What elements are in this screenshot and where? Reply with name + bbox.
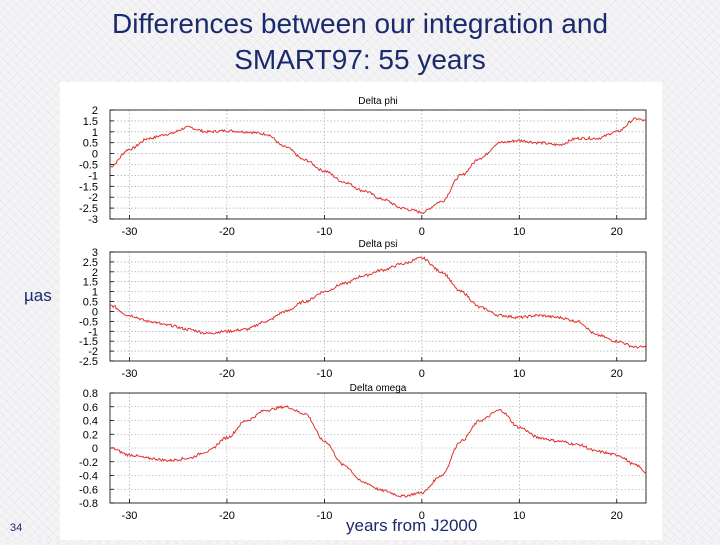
x-tick-label: 0 [419,368,425,380]
y-tick-label: -0.6 [79,484,98,496]
x-tick-label: 10 [513,510,525,522]
series-line-0 [109,404,647,498]
series-line-0 [109,117,647,215]
y-tick-label: 3 [92,247,98,259]
y-tick-label: 1 [92,127,98,139]
subplot-title: Delta psi [359,239,398,250]
plot-frame [109,251,647,362]
y-tick-label: 0.8 [83,388,98,400]
y-tick-label: -2 [88,346,98,358]
x-tick-label: -30 [122,368,138,380]
slide-title-line-2: SMART97: 55 years [234,44,486,75]
y-tick-label: 2 [92,267,98,279]
x-tick-label: 10 [513,226,525,238]
y-tick-label: -1.5 [79,336,98,348]
x-tick-label: -10 [316,510,332,522]
y-tick-label: -0.4 [79,471,98,483]
x-tick-label: 20 [611,368,623,380]
y-tick-label: 2 [92,105,98,117]
y-tick-label: -1 [88,326,98,338]
subplot-title: Delta phi [358,96,397,107]
y-tick-label: -1 [88,170,98,182]
slide-title-line-1: Differences between our integration and [111,8,609,39]
x-tick-label: 0 [419,226,425,238]
x-tick-label: 0 [419,510,425,522]
x-tick-label: 20 [611,510,623,522]
x-tick-label: -10 [316,368,332,380]
y-tick-label: 2.5 [83,257,98,269]
y-tick-label: 0 [92,149,98,161]
chart-svg: Delta phi-3-2.5-2-1.5-1-0.500.511.52-30-… [79,96,647,522]
x-axis-caption: years from J2000 [346,516,478,535]
y-tick-label: 0 [92,306,98,318]
y-tick-label: 1.5 [83,116,98,128]
y-tick-label: 0.2 [83,429,98,441]
y-tick-label: -0.2 [79,457,98,469]
y-tick-label: 0.6 [83,402,98,414]
y-tick-label: -2.5 [79,356,98,368]
subplot-0: Delta phi-3-2.5-2-1.5-1-0.500.511.52-30-… [79,96,647,238]
series-line-0 [109,256,647,349]
y-tick-label: 1.5 [83,277,98,289]
y-tick-label: -0.5 [79,316,98,328]
subplot-2: Delta omega -0.8 -0.6-0.4 -0.2 0 0.20.4 0.6 0.8… [79,383,647,522]
y-tick-label: 0 [92,443,98,455]
y-tick-label: 0.5 [83,138,98,150]
y-tick-label: -2.5 [79,203,98,215]
y-tick-label: -2 [88,192,98,204]
x-tick-label: -20 [219,226,235,238]
x-tick-label: 20 [611,226,623,238]
y-tick-label: -1.5 [79,181,98,193]
unit-label: µas [24,286,52,305]
y-tick-label: 0.5 [83,297,98,309]
page-number: 34 [10,522,23,534]
y-tick-label: 1 [92,287,98,299]
subplot-1: Delta psi-2.5-2-1.5-1-0.500.511.522.53-3… [79,239,647,380]
x-tick-label: -30 [122,510,138,522]
y-tick-label: -0.5 [79,160,98,172]
x-tick-label: -20 [219,510,235,522]
x-tick-label: -10 [316,226,332,238]
slide-title: Differences between our integration and … [40,6,680,78]
plot-panel: Delta phi -3 -2.5 -2 -1.5 -1 -0.5 0 0.5 1 1.5 2 -30-… [60,82,662,540]
y-tick-label: -0.8 [79,498,98,510]
x-tick-label: -20 [219,368,235,380]
y-tick-label: -3 [88,214,98,226]
x-tick-label: 10 [513,368,525,380]
subplot-title: Delta omega [350,383,407,394]
y-tick-label: 0.4 [83,416,98,428]
x-tick-label: -30 [122,226,138,238]
